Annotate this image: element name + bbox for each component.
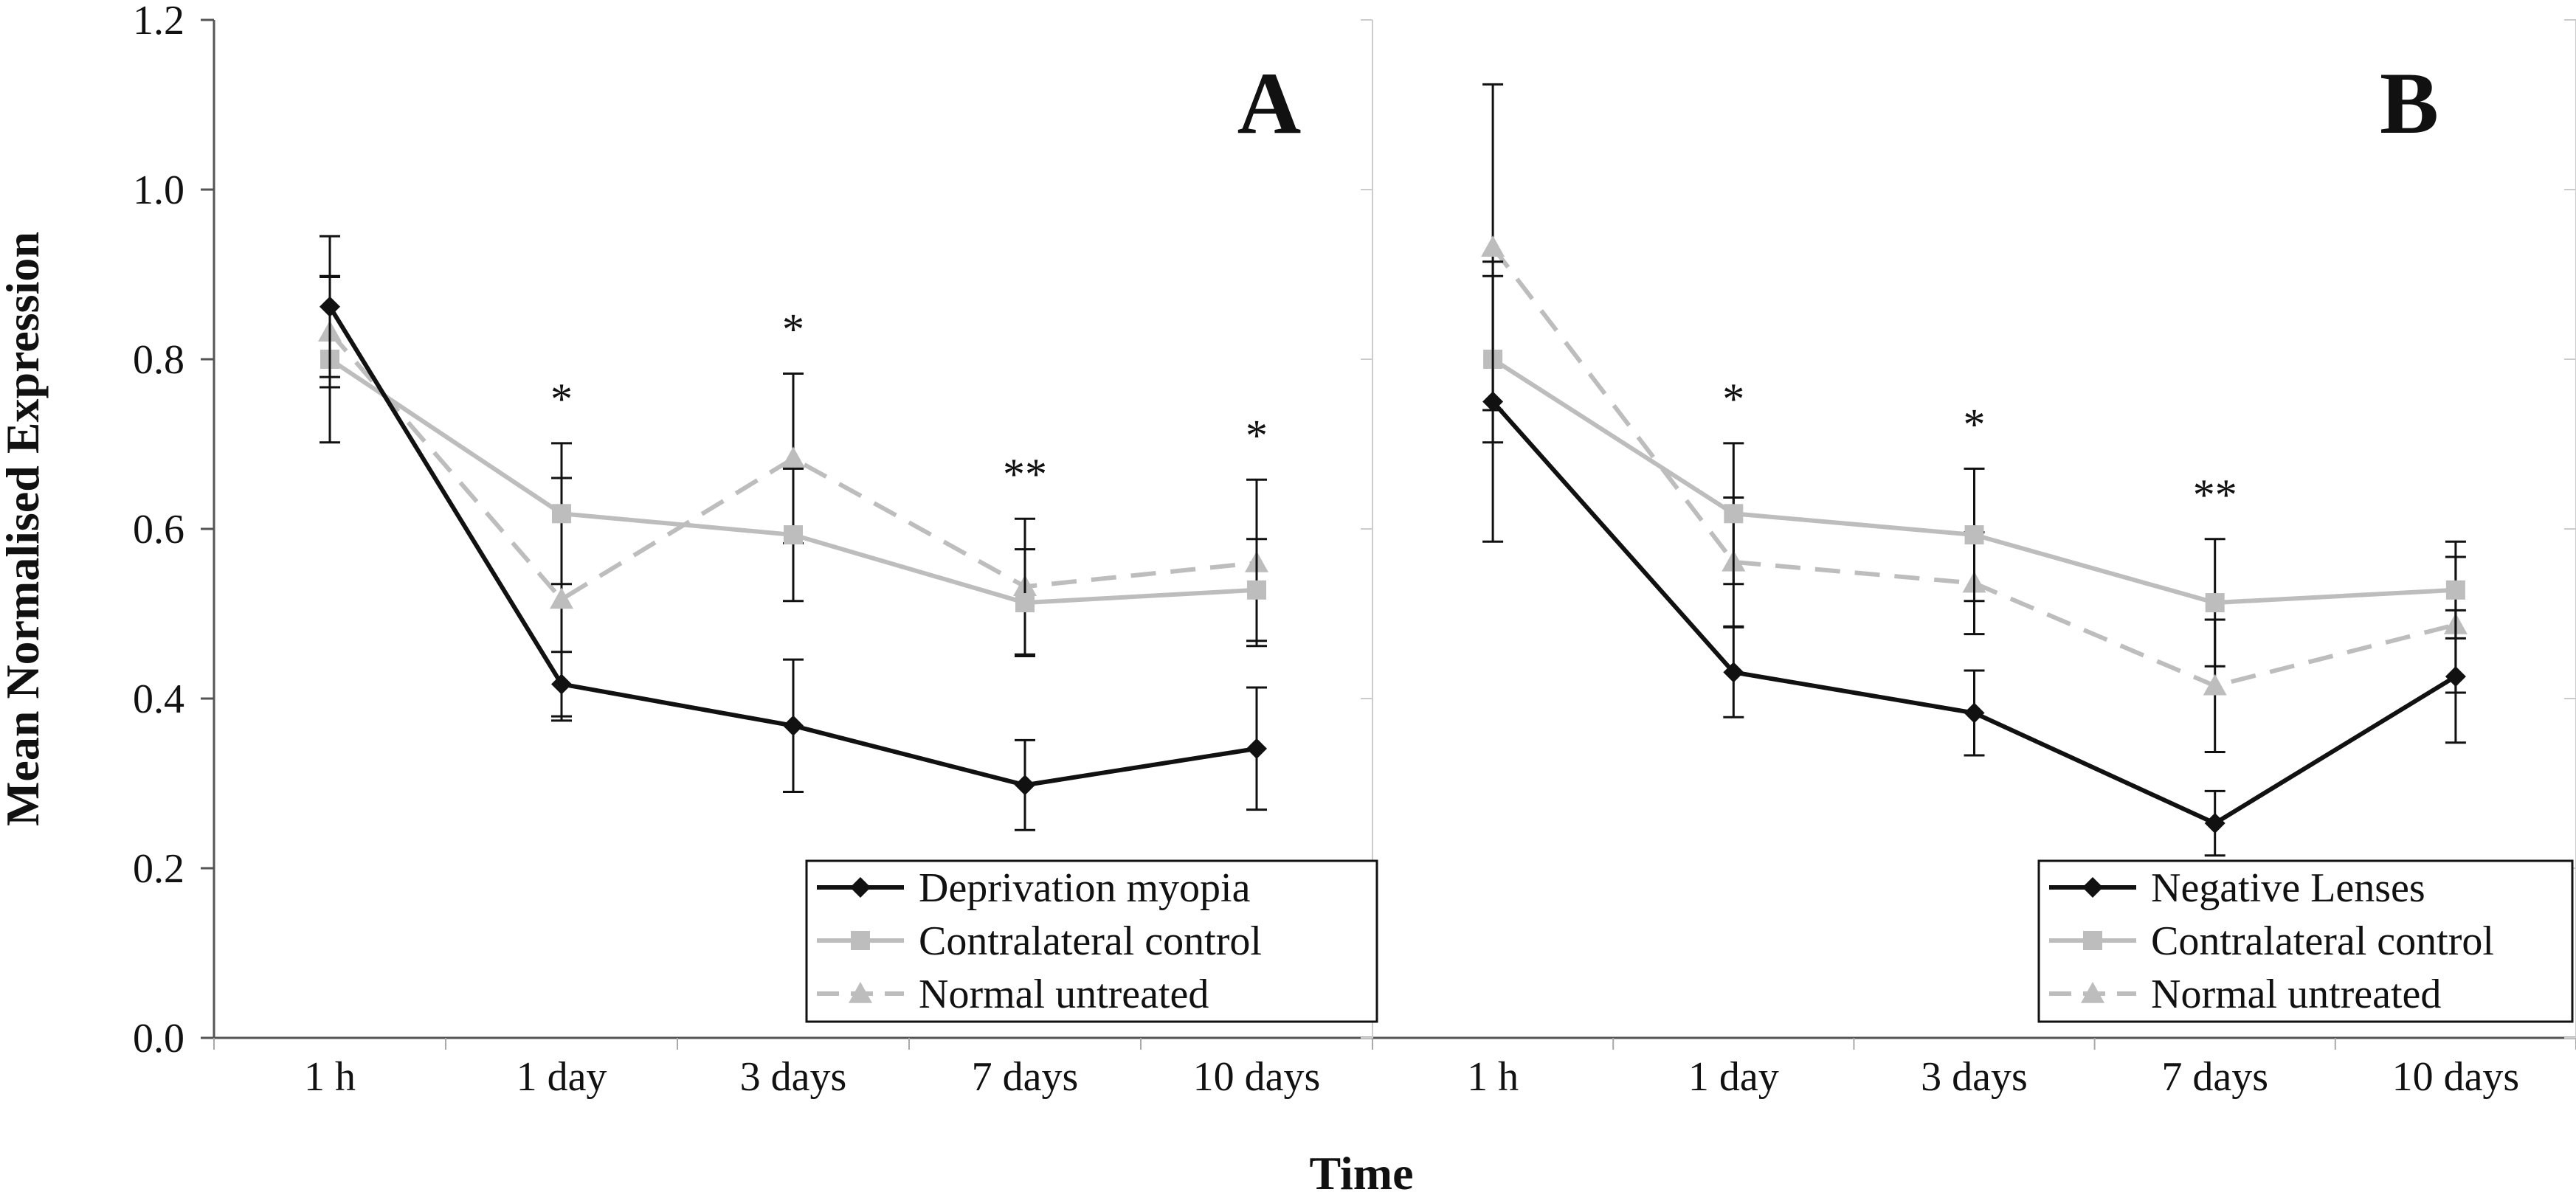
data-point: [2204, 813, 2225, 834]
data-point: [781, 446, 805, 468]
y-tick-label: 0.2: [133, 846, 184, 892]
x-tick-label: 10 days: [1193, 1054, 1321, 1100]
x-tick-label: 7 days: [972, 1054, 1079, 1100]
data-point: [2203, 673, 2227, 696]
legend-label: Contralateral control: [919, 918, 1262, 964]
legend-label: Contralateral control: [2151, 918, 2494, 964]
legend: Negative Lenses Contralateral control Norm…: [2037, 859, 2574, 1023]
y-axis-title: Mean Normalised Expression: [0, 232, 49, 826]
y-tick-label: 0.0: [133, 1016, 184, 1061]
data-point: [1246, 738, 1267, 759]
data-point: [1482, 391, 1504, 412]
y-tick-label: 1.2: [133, 0, 184, 44]
legend-marker: [850, 877, 871, 898]
y-tick-label: 0.6: [133, 507, 184, 553]
data-point: [1964, 525, 1984, 545]
y-tick-label: 0.4: [133, 676, 184, 722]
data-point: [1247, 580, 1266, 600]
x-tick-label: 3 days: [1921, 1054, 2028, 1100]
legend-marker: [2083, 931, 2102, 950]
significance-marker: **: [1003, 450, 1047, 499]
data-point: [551, 673, 572, 695]
data-point: [1724, 504, 1744, 524]
significance-marker: *: [1964, 400, 1986, 448]
data-point: [783, 715, 804, 736]
series-contralateral-control: [320, 274, 1267, 657]
x-tick-label: 7 days: [2161, 1054, 2268, 1100]
x-tick-label: 10 days: [2392, 1054, 2520, 1100]
data-point: [1015, 775, 1035, 796]
series-deprivation-myopia: [320, 235, 1267, 831]
legend-label: Normal untreated: [2151, 971, 2441, 1017]
data-point: [1964, 702, 1985, 724]
x-tick-label: 1 day: [1688, 1054, 1779, 1100]
significance-marker: *: [550, 375, 573, 423]
data-point: [2205, 593, 2225, 613]
data-point: [552, 504, 571, 524]
panel-label: B: [2380, 54, 2439, 152]
panel-label: A: [1237, 54, 1302, 152]
significance-marker: *: [1722, 375, 1744, 423]
x-axis-title: Time: [1309, 1147, 1413, 1195]
legend-marker: [851, 931, 870, 950]
x-tick-label: 1 day: [517, 1054, 607, 1100]
significance-marker: *: [782, 305, 804, 354]
data-point: [550, 587, 573, 609]
legend-label: Deprivation myopia: [919, 865, 1251, 911]
significance-marker: **: [2193, 471, 2237, 519]
data-point: [1015, 593, 1035, 613]
data-point: [2445, 666, 2466, 687]
data-point: [320, 296, 340, 317]
significance-marker: *: [1246, 411, 1268, 460]
data-point: [2445, 580, 2465, 600]
y-tick-label: 0.8: [133, 337, 184, 383]
legend-label: Normal untreated: [919, 971, 1209, 1017]
x-tick-label: 1 h: [304, 1054, 356, 1100]
data-point: [1481, 235, 1505, 257]
legend-marker: [2082, 877, 2103, 898]
legend-marker: [2081, 982, 2104, 1003]
data-point: [1723, 662, 1744, 683]
series-negative-lenses: [1482, 260, 2466, 857]
legend-marker: [849, 982, 872, 1003]
x-tick-label: 3 days: [740, 1054, 847, 1100]
series-line: [328, 330, 1257, 603]
data-point: [784, 525, 803, 545]
x-tick-label: 1 h: [1467, 1054, 1519, 1100]
legend: Deprivation myopia Contralateral control N…: [805, 859, 1378, 1023]
y-tick-label: 1.0: [133, 167, 184, 213]
legend-label: Negative Lenses: [2151, 865, 2425, 911]
